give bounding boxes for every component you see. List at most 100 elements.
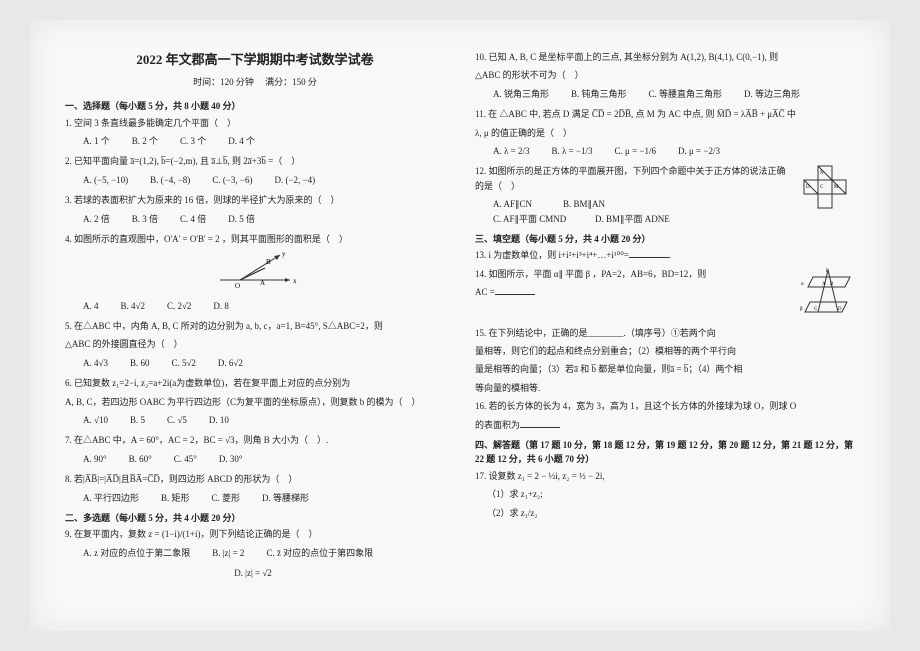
q3-options: A. 2 倍 B. 3 倍 C. 4 倍 D. 5 倍 <box>65 212 445 226</box>
q4-A: A. 4 <box>83 299 99 313</box>
q10-D: D. 等边三角形 <box>744 87 800 101</box>
q10-options: A. 锐角三角形 B. 钝角三角形 C. 等腰直角三角形 D. 等边三角形 <box>475 87 855 101</box>
q10-stem2: △ABC 的形状不可为（ ） <box>475 68 855 82</box>
q5-options: A. 4√3 B. 60 C. 5√2 D. 6√2 <box>65 356 445 370</box>
q2-D: D. (−2, −4) <box>274 173 315 187</box>
q14-block: P α β A B C D 14. 如图所示，平面 α∥ 平面 β ，PA=2，… <box>475 267 855 300</box>
q9-B: B. |z| = 2 <box>212 546 244 560</box>
q7-stem: 7. 在△ABC 中，A = 60°，AC = 2，BC = √3，则角 B 大… <box>65 433 445 447</box>
q5-C: C. 5√2 <box>171 356 195 370</box>
q3-C: C. 4 倍 <box>180 212 206 226</box>
q11-D: D. μ = −2/3 <box>678 144 720 158</box>
q12-block: N D C M 12. 如图所示的是正方体的平面展开图，下列四个命题中关于正方体… <box>475 164 855 226</box>
q16-stem2: 的表面积为 <box>475 418 855 432</box>
q13-stem: 13. i 为虚数单位，则 i+i²+i³+i⁴+…+i¹⁰⁰= <box>475 250 629 260</box>
q13: 13. i 为虚数单位，则 i+i²+i³+i⁴+…+i¹⁰⁰=. <box>475 248 855 262</box>
q4-D: D. 8 <box>213 299 229 313</box>
q6-B: B. 5 <box>130 413 145 427</box>
q16-stem: 16. 若的长方体的长为 4，宽为 3，高为 1，且这个长方体的外接球为球 O，… <box>475 399 855 413</box>
oblique-axes-icon: O x y A B <box>210 250 300 290</box>
exam-title: 2022 年文郡高一下学期期中考试数学试卷 <box>65 50 445 71</box>
q15-stem4: 等向量的模相等. <box>475 381 855 395</box>
q7-A: A. 90° <box>83 452 107 466</box>
q11-stem2: λ, μ 的值正确的是（ ） <box>475 126 855 140</box>
q17-stem: 17. 设复数 z₁ = 2 − ½i, z₂ = ½ − 2i, <box>475 469 855 483</box>
svg-text:β: β <box>800 307 803 312</box>
q8-options: A. 平行四边形 B. 矩形 C. 菱形 D. 等腰梯形 <box>65 491 445 505</box>
q10-B: B. 钝角三角形 <box>571 87 627 101</box>
q11-options: A. λ = 2/3 B. λ = −1/3 C. μ = −1/6 D. μ … <box>475 144 855 158</box>
svg-text:O: O <box>235 282 240 290</box>
q8-D: D. 等腰梯形 <box>262 491 309 505</box>
svg-text:D: D <box>806 185 810 190</box>
q4-B: B. 4√2 <box>121 299 145 313</box>
q1-options: A. 1 个 B. 2 个 C. 3 个 D. 4 个 <box>65 134 445 148</box>
q3-B: B. 3 倍 <box>132 212 158 226</box>
q8-B: B. 矩形 <box>161 491 190 505</box>
q7-options: A. 90° B. 60° C. 45° D. 30° <box>65 452 445 466</box>
q1-A: A. 1 个 <box>83 134 110 148</box>
svg-text:x: x <box>293 277 297 285</box>
exam-meta: 时间：120 分钟 满分：150 分 <box>65 75 445 89</box>
q6-A: A. √10 <box>83 413 108 427</box>
q17-p2: （2）求 z₁/z₂ <box>475 506 855 520</box>
svg-text:P: P <box>826 269 829 274</box>
q1-C: C. 3 个 <box>180 134 206 148</box>
q9-D: D. |z| = √2 <box>234 566 272 580</box>
q15-stem3: 量是相等的向量；（3）若a̅ 和 b̅ 都是单位向量，则a̅ = b̅；（4）两… <box>475 362 855 376</box>
svg-text:A: A <box>260 279 265 287</box>
q9-A: A. z 对应的点位于第二象限 <box>83 546 190 560</box>
q14-stem: 14. 如图所示，平面 α∥ 平面 β ，PA=2，AB=6，BD=12，则 <box>475 267 855 281</box>
q6-options: A. √10 B. 5 C. √5 D. 10 <box>65 413 445 427</box>
q11-B: B. λ = −1/3 <box>551 144 592 158</box>
cube-net-icon: N D C M <box>800 164 855 214</box>
q7-B: B. 60° <box>129 452 152 466</box>
q3-stem: 3. 若球的表面积扩大为原来的 16 倍，则球的半径扩大为原来的（ ） <box>65 193 445 207</box>
q4-C: C. 2√2 <box>167 299 191 313</box>
q5-B: B. 60 <box>130 356 150 370</box>
q7-C: C. 45° <box>174 452 197 466</box>
right-column: 10. 已知 A, B, C 是坐标平面上的三点, 其坐标分别为 A(1,2),… <box>460 50 870 611</box>
q6-stem2: A, B, C，若四边形 OABC 为平行四边形（C为复平面的坐标原点），则复数… <box>65 395 445 409</box>
score-label: 满分：150 分 <box>265 77 317 87</box>
svg-text:y: y <box>282 250 286 258</box>
svg-text:α: α <box>801 282 804 287</box>
section4-heading: 四、解答题（第 17 题 10 分，第 18 题 12 分，第 19 题 12 … <box>475 438 855 467</box>
svg-text:N: N <box>820 171 824 176</box>
exam-page: 2022 年文郡高一下学期期中考试数学试卷 时间：120 分钟 满分：150 分… <box>30 20 890 631</box>
q2-C: C. (−3, −6) <box>212 173 252 187</box>
q17-p1: （1）求 z₁+z₂; <box>475 487 855 501</box>
q8-C: C. 菱形 <box>212 491 241 505</box>
q15-stem2: 量相等，则它们的起点和终点分别重合；（2）模相等的两个平行向 <box>475 344 855 358</box>
svg-text:B: B <box>830 282 834 287</box>
svg-text:D: D <box>838 307 842 312</box>
svg-text:A: A <box>822 282 826 287</box>
q16-blank <box>520 418 560 428</box>
q14-stem2: AC = <box>475 285 855 299</box>
svg-text:C: C <box>814 307 818 312</box>
q9-C: C. z̄ 对应的点位于第四象限 <box>266 546 373 560</box>
q10-A: A. 锐角三角形 <box>493 87 549 101</box>
section3-heading: 三、填空题（每小题 5 分，共 4 小题 20 分） <box>475 232 855 246</box>
q4-figure: O x y A B <box>65 250 445 294</box>
q10-stem: 10. 已知 A, B, C 是坐标平面上的三点, 其坐标分别为 A(1,2),… <box>475 50 855 64</box>
q9-options-row1: A. z 对应的点位于第二象限 B. |z| = 2 C. z̄ 对应的点位于第… <box>65 546 445 560</box>
q1-D: D. 4 个 <box>228 134 255 148</box>
q12-A: A. AF∥CN <box>493 199 532 209</box>
q5-stem2: △ABC 的外接圆直径为（ ） <box>65 337 445 351</box>
time-label: 时间：120 分钟 <box>193 77 254 87</box>
q2-A: A. (−5, −10) <box>83 173 128 187</box>
q12-C: C. AF∥平面 CMND <box>493 214 566 224</box>
q15-stem: 15. 在下列结论中，正确的是________.（填序号）①若两个向 <box>475 326 855 340</box>
q3-D: D. 5 倍 <box>228 212 255 226</box>
q9-options-row2: D. |z| = √2 <box>65 566 445 580</box>
q12-D: D. BM∥平面 ADNE <box>595 214 670 224</box>
q14-blank <box>495 285 535 295</box>
q6-stem: 6. 已知复数 z₁=2−i, z₂=a+2i(a为虚数单位)，若在复平面上对应… <box>65 376 445 390</box>
section1-heading: 一、选择题（每小题 5 分，共 8 小题 40 分） <box>65 99 445 113</box>
q9-stem: 9. 在复平面内，复数 z = (1−i)/(1+i)，则下列结论正确的是（ ） <box>65 527 445 541</box>
q1-stem: 1. 空间 3 条直线最多能确定几个平面（ ） <box>65 116 445 130</box>
q2-stem: 2. 已知平面向量 a̅=(1,2), b̅=(−2,m), 且 a̅⊥b̅, … <box>65 154 445 168</box>
q10-C: C. 等腰直角三角形 <box>649 87 723 101</box>
q11-C: C. μ = −1/6 <box>614 144 655 158</box>
